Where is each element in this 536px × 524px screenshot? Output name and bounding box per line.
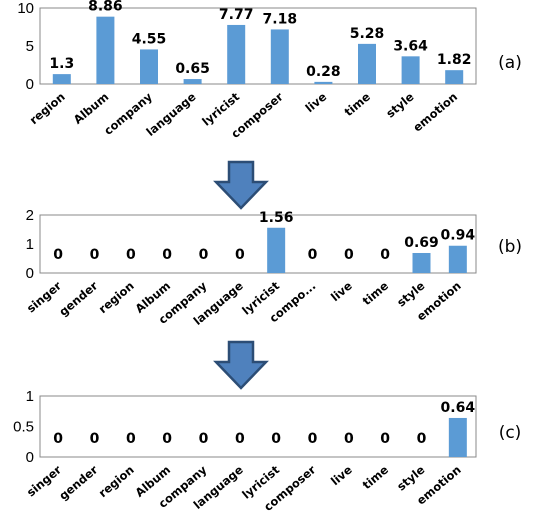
data-label: 0 [90,247,100,263]
plot-frame [39,395,477,458]
category-label: region [27,90,68,128]
data-label: 0 [162,431,172,447]
y-tick-label: 1 [26,236,34,253]
bar [183,79,202,84]
data-label: 0 [199,247,209,263]
y-tick-label: 5 [26,38,34,55]
data-label: 0.65 [175,61,210,77]
y-tick-label: 0 [26,265,34,282]
bar [412,252,431,273]
data-label: 0 [126,431,136,447]
y-tick-label: 2 [26,207,34,224]
bar [52,74,71,84]
category-label: region [96,279,137,317]
plot-frame [39,7,477,85]
data-label: 4.55 [132,31,167,47]
data-label: 7.18 [263,11,298,27]
bar [358,43,376,84]
bar [270,29,289,84]
category-label: style [383,89,416,120]
data-label: 0 [235,431,245,447]
data-label: 0 [380,431,390,447]
category-label: time [342,89,374,119]
data-label: 0 [308,247,318,263]
category-label: time [360,278,392,308]
data-label: 0 [53,247,63,263]
y-tick-label: 0 [26,449,34,466]
down-arrow-icon [213,340,269,390]
data-label: 0 [162,247,172,263]
data-label: 0.94 [441,228,476,244]
data-label: 0.64 [441,400,476,416]
y-tick-label: 10 [17,0,34,17]
chart-panel-c: 00.510singer0gender0region0Album0company… [13,388,521,514]
bar [448,417,467,457]
category-label: Album [71,90,112,127]
data-label: 1.3 [49,56,74,72]
category-label: region [96,463,137,501]
data-label: 0.69 [404,235,439,251]
data-label: 0.28 [306,64,341,80]
data-label: 5.28 [350,26,385,42]
chart-panel-b: 0120singer0gender0region0Album0company0l… [24,207,522,328]
data-label: 0 [199,431,209,447]
y-tick-label: 1 [26,388,34,405]
data-label: 0 [235,247,245,263]
bar [267,227,286,273]
data-label: 0 [90,431,100,447]
data-label: 3.64 [393,38,428,54]
bar [445,70,464,84]
panel-label: (a) [498,53,522,73]
data-label: 0 [126,247,136,263]
data-label: 0 [344,431,354,447]
category-label: live [328,278,355,304]
data-label: 1.82 [437,52,472,68]
bar [401,56,420,84]
category-label: time [360,462,392,492]
data-label: 7.77 [219,7,254,23]
data-label: 1.56 [259,210,294,226]
bar [227,24,246,85]
category-label: emotion [410,90,460,135]
bar [448,245,467,273]
bar [140,49,158,84]
panel-label: (b) [498,237,522,257]
down-arrow-icon [213,160,269,210]
category-label: gender [56,462,100,502]
chart-panel-a: 05101.3region8.86Album4.55company0.65lan… [17,0,522,141]
data-label: 0 [271,431,281,447]
plot-frame [39,214,477,274]
bar [314,81,333,84]
data-label: 0 [417,431,427,447]
data-label: 8.86 [88,0,123,15]
bar [96,16,115,84]
y-tick-label: 0 [26,76,34,93]
data-label: 0 [344,247,354,263]
data-label: 0 [380,247,390,263]
data-label: 0 [308,431,318,447]
panel-label: (c) [499,423,522,443]
data-label: 0 [53,431,63,447]
category-label: live [328,462,355,488]
y-tick-label: 0.5 [13,419,34,436]
category-label: gender [56,278,100,318]
category-label: live [303,89,330,115]
